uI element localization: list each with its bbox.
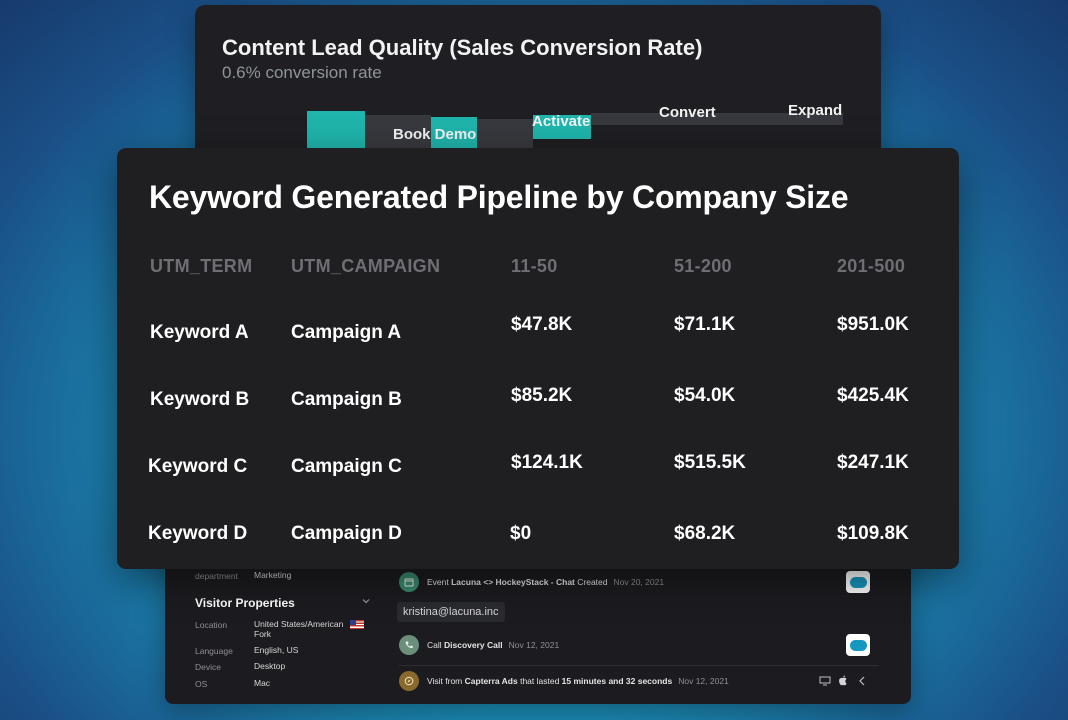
table-row-b-term: Keyword B <box>150 389 250 410</box>
language-value: English, US <box>254 645 299 655</box>
apple-icon <box>839 675 847 686</box>
email-chip[interactable]: kristina@lacuna.inc <box>397 602 505 622</box>
funnel-flow-2 <box>477 119 533 149</box>
event-prefix: Call <box>427 640 445 650</box>
chevron-left-icon[interactable] <box>858 676 866 686</box>
activity-event-visit[interactable]: Visit from Capterra Ads that lasted 15 m… <box>399 670 729 692</box>
visitor-properties-title[interactable]: Visitor Properties <box>195 596 295 610</box>
table-row-d-201-500: $109.8K <box>837 523 909 544</box>
device-value: Desktop <box>254 661 286 671</box>
table-row-c-11-50: $124.1K <box>511 452 583 473</box>
event-date: Nov 20, 2021 <box>613 577 665 587</box>
column-header-utm-term: UTM_TERM <box>150 256 253 276</box>
funnel-bar-3 <box>533 115 591 139</box>
salesforce-icon[interactable] <box>846 571 870 593</box>
table-row-d-campaign: Campaign D <box>291 523 402 544</box>
column-header-201-500: 201-500 <box>837 256 906 276</box>
table-row-d-11-50: $0 <box>510 523 532 544</box>
funnel-title: Content Lead Quality (Sales Conversion R… <box>222 35 703 60</box>
location-key: Location <box>195 620 228 630</box>
compass-icon <box>399 671 419 691</box>
event-source: Capterra Ads <box>464 676 518 686</box>
salesforce-icon[interactable] <box>846 634 870 656</box>
table-row-c-term: Keyword C <box>148 456 248 477</box>
department-key: department <box>195 571 238 581</box>
location-value-line1: United States/American <box>254 619 344 629</box>
table-row-a-term: Keyword A <box>150 322 249 343</box>
os-value: Mac <box>254 678 271 688</box>
event-prefix: Visit from <box>427 676 465 686</box>
calendar-icon <box>399 572 419 592</box>
desktop-icon <box>819 676 831 686</box>
table-title: Keyword Generated Pipeline by Company Si… <box>149 179 849 215</box>
stage-label-expand: Expand <box>788 102 843 119</box>
table-row-a-campaign: Campaign A <box>291 322 402 343</box>
us-flag-icon <box>349 620 364 630</box>
phone-icon <box>399 635 419 655</box>
table-row-a-51-200: $71.1K <box>674 314 736 335</box>
stage-label-activate: Activate <box>532 113 591 130</box>
chevron-down-icon[interactable] <box>361 596 371 606</box>
table-row-b-201-500: $425.4K <box>837 385 909 406</box>
funnel-flow-3 <box>591 113 843 125</box>
event-name: Lacuna <> HockeyStack - Chat <box>451 577 575 587</box>
device-key: Device <box>195 662 221 672</box>
table-row-a-201-500: $951.0K <box>837 314 909 335</box>
stage-label-convert: Convert <box>659 104 716 121</box>
funnel-subtitle: 0.6% conversion rate <box>222 63 382 82</box>
funnel-flow-1 <box>365 115 431 149</box>
column-header-11-50: 11-50 <box>511 256 558 276</box>
event-duration: 15 minutes and 32 seconds <box>561 676 673 686</box>
funnel-bar-2 <box>431 117 477 149</box>
table-row-c-campaign: Campaign C <box>291 456 402 477</box>
column-header-utm-campaign: UTM_CAMPAIGN <box>291 256 441 276</box>
event-suffix: Created <box>574 577 608 587</box>
table-row-d-51-200: $68.2K <box>674 523 736 544</box>
table-row-c-51-200: $515.5K <box>674 452 746 473</box>
stage-label-book-demo: Book Demo <box>393 126 477 143</box>
pipeline-table-card: Keyword Generated Pipeline by Company Si… <box>117 148 959 569</box>
event-date: Nov 12, 2021 <box>678 676 729 686</box>
event-prefix: Event <box>427 577 452 587</box>
table-row-b-11-50: $85.2K <box>511 385 573 406</box>
table-row-b-51-200: $54.0K <box>674 385 736 406</box>
department-value: Marketing <box>254 570 292 580</box>
divider <box>399 665 879 666</box>
column-header-51-200: 51-200 <box>674 256 732 276</box>
os-key: OS <box>195 679 208 689</box>
event-suffix: that lasted <box>517 676 562 686</box>
event-name: Discovery Call <box>444 640 503 650</box>
location-value-line2: Fork <box>254 629 271 640</box>
table-row-b-campaign: Campaign B <box>291 389 402 410</box>
event-date: Nov 12, 2021 <box>508 640 560 650</box>
funnel-bar-1 <box>307 111 365 149</box>
activity-event-call[interactable]: Call Discovery Call Nov 12, 2021 <box>399 634 559 656</box>
activity-event-chat[interactable]: Event Lacuna <> HockeyStack - Chat Creat… <box>399 571 664 593</box>
table-row-d-term: Keyword D <box>148 523 248 544</box>
language-key: Language <box>195 646 233 656</box>
table-row-a-11-50: $47.8K <box>511 314 573 335</box>
table-row-c-201-500: $247.1K <box>837 452 909 473</box>
location-value: United States/American Fork <box>254 619 364 639</box>
